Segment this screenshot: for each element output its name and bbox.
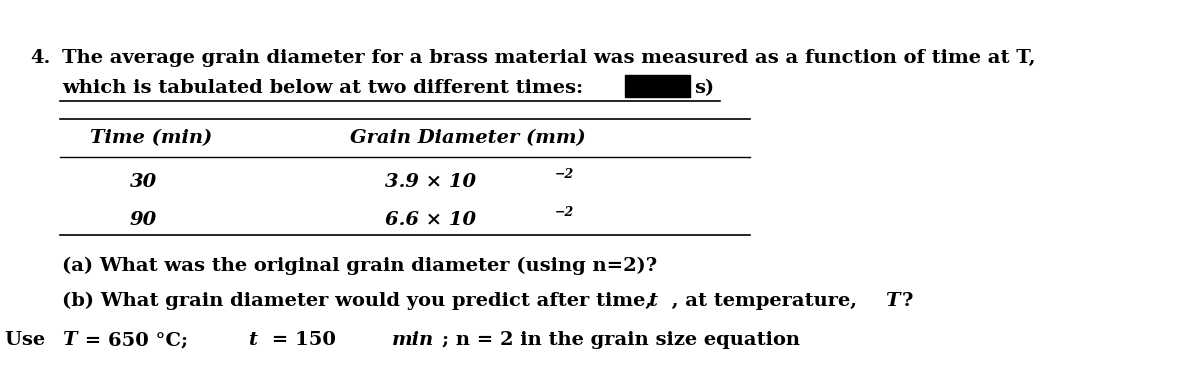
Text: = 150: = 150: [265, 331, 343, 349]
Text: ; n = 2 in the grain size equation: ; n = 2 in the grain size equation: [442, 331, 800, 349]
Text: ?: ?: [902, 292, 913, 310]
Text: −2: −2: [554, 206, 575, 219]
Text: Time (min): Time (min): [90, 129, 212, 147]
Text: 30: 30: [130, 173, 157, 191]
Text: T: T: [62, 331, 77, 349]
Text: T: T: [884, 292, 900, 310]
Text: (a) What was the original grain diameter (using n=2)?: (a) What was the original grain diameter…: [62, 257, 658, 275]
Text: 4.: 4.: [30, 49, 50, 67]
Text: 3.9 × 10: 3.9 × 10: [385, 173, 476, 191]
Text: −2: −2: [554, 168, 575, 181]
Text: 90: 90: [130, 211, 157, 229]
Text: t: t: [648, 292, 658, 310]
Text: Grain Diameter (mm): Grain Diameter (mm): [350, 129, 586, 147]
Text: which is tabulated below at two different times:: which is tabulated below at two differen…: [62, 79, 583, 97]
Text: 6.6 × 10: 6.6 × 10: [385, 211, 476, 229]
Text: , at temperature,: , at temperature,: [665, 292, 864, 310]
Text: (b) What grain diameter would you predict after time,: (b) What grain diameter would you predic…: [62, 292, 659, 310]
Text: Use: Use: [5, 331, 52, 349]
Text: The average grain diameter for a brass material was measured as a function of ti: The average grain diameter for a brass m…: [62, 49, 1036, 67]
Text: = 650 °C;: = 650 °C;: [78, 331, 194, 349]
Text: t: t: [248, 331, 257, 349]
Text: min: min: [392, 331, 434, 349]
Text: s): s): [694, 79, 714, 97]
